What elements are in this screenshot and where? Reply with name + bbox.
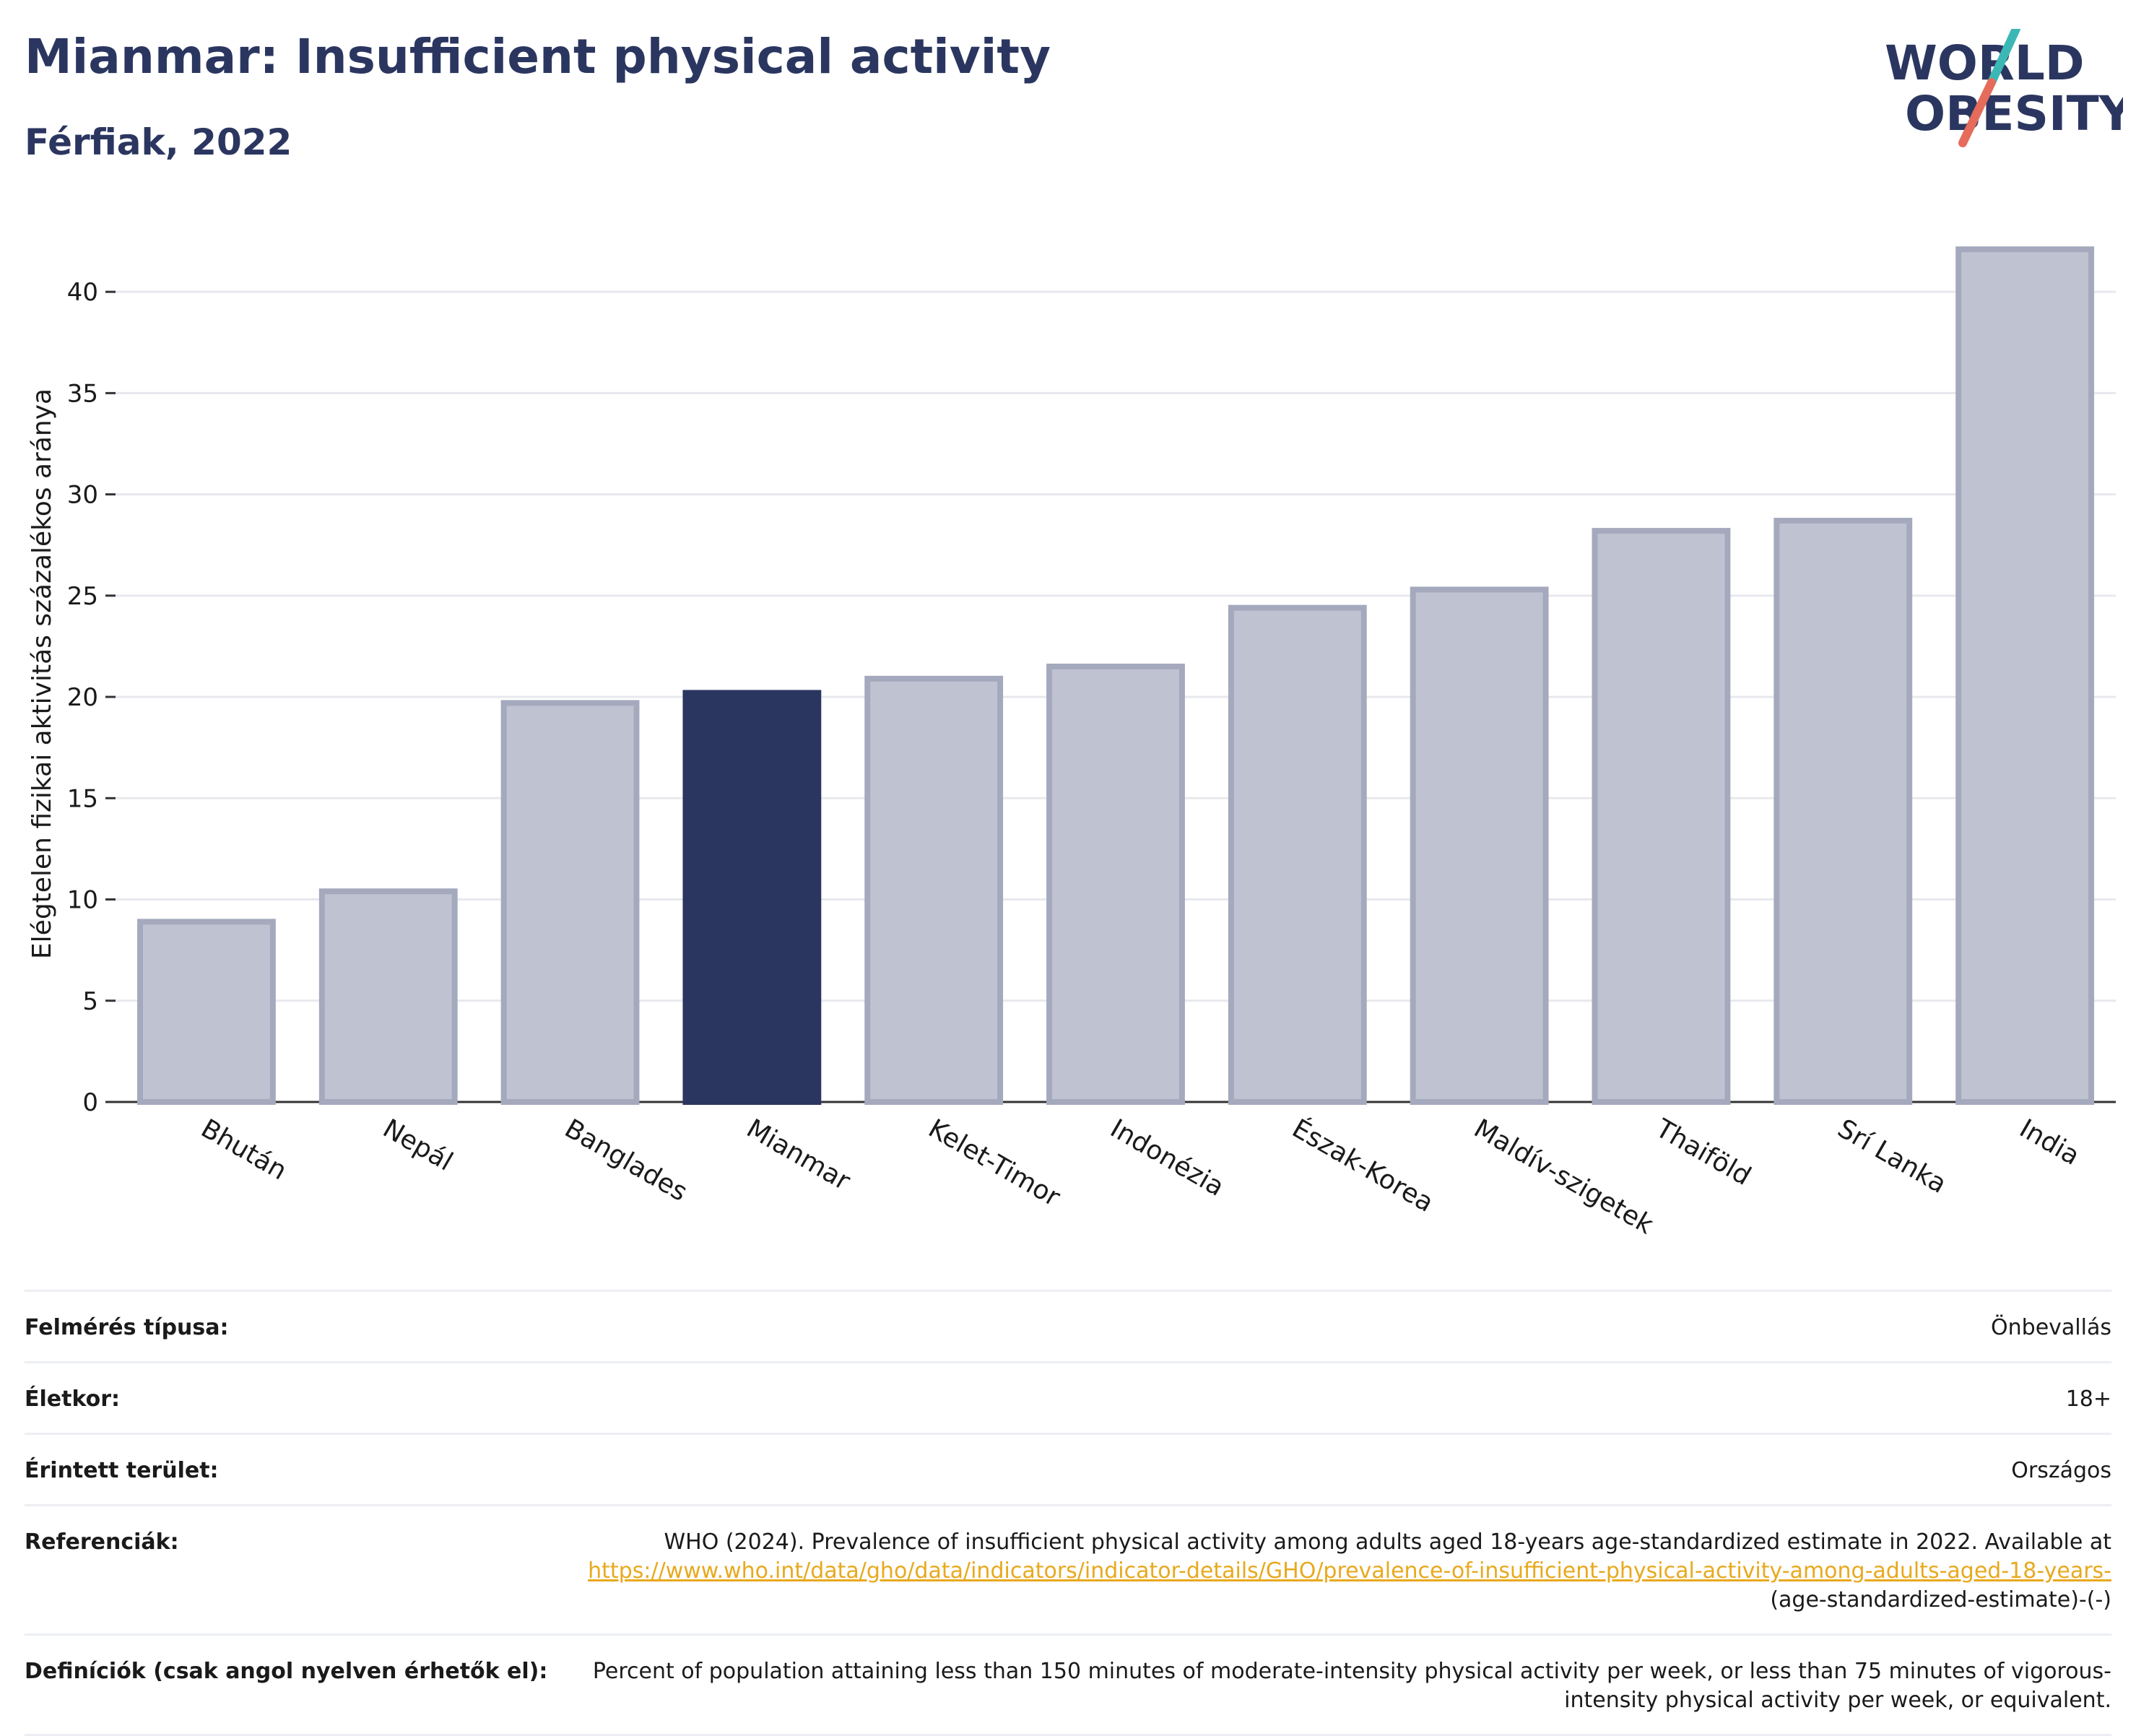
x-tick-label: Indonézia <box>1106 1114 1229 1202</box>
x-tick-label: Banglades <box>560 1114 693 1207</box>
meta-ref-label: Referenciák: <box>25 1529 179 1555</box>
meta-ref-link[interactable]: https://www.who.int/data/gho/data/indica… <box>588 1558 2111 1584</box>
chart-subtitle: Férfiak, 2022 <box>25 121 292 163</box>
logo-line-world: WORLD <box>1885 35 2085 91</box>
meta-row-survey: Felmérés típusa: Önbevallás <box>25 1290 2111 1361</box>
meta-ref-value: WHO (2024). Prevalence of insufficient p… <box>559 1528 2111 1615</box>
bar[interactable] <box>682 690 822 1105</box>
x-tick-label: India <box>2015 1114 2085 1171</box>
y-tick-labels: 0 5 10 15 20 25 30 35 40 <box>67 278 98 1117</box>
y-tick-label: 0 <box>82 1088 98 1117</box>
x-tick-label: Mianmar <box>742 1114 855 1197</box>
bar[interactable] <box>136 919 276 1105</box>
meta-survey-label: Felmérés típusa: <box>25 1315 229 1340</box>
y-tick-label: 5 <box>82 987 98 1016</box>
x-tick-label: Kelet-Timor <box>924 1114 1065 1212</box>
y-tick-label: 30 <box>67 481 98 510</box>
chart-title: Mianmar: Insufficient physical activity <box>25 29 1051 84</box>
y-tick-label: 20 <box>67 683 98 712</box>
meta-area-value: Országos <box>2011 1458 2111 1483</box>
bar[interactable] <box>500 700 640 1105</box>
logo-slash-teal <box>1987 29 2020 87</box>
y-tick-label: 15 <box>67 784 98 813</box>
y-tick-label: 40 <box>67 278 98 307</box>
bars <box>136 246 2095 1106</box>
meta-age-value: 18+ <box>2065 1386 2111 1412</box>
meta-age-label: Életkor: <box>25 1386 121 1412</box>
bar[interactable] <box>318 888 458 1105</box>
bar[interactable] <box>1410 586 1549 1105</box>
meta-def-label: Definíciók (csak angol nyelven érhetők e… <box>25 1659 548 1684</box>
world-obesity-logo: WORLD OBESITY <box>1885 29 2123 147</box>
bar[interactable] <box>1046 664 1185 1105</box>
x-tick-labels: Bhután Nepál Banglades Mianmar Kelet-Timor In… <box>196 1113 2084 1240</box>
meta-ref-text: WHO (2024). Prevalence of insufficient p… <box>664 1529 2111 1555</box>
y-tick-label: 25 <box>67 582 98 611</box>
y-tick-label: 10 <box>67 886 98 915</box>
bar[interactable] <box>1955 246 2095 1106</box>
meta-ref-suffix: (age-standardized-estimate)-(-) <box>1770 1587 2111 1613</box>
x-tick-label: Nepál <box>378 1114 458 1177</box>
meta-row-area: Érintett terület: Országos <box>25 1433 2111 1504</box>
x-tick-label: Bhután <box>196 1114 292 1186</box>
y-tick-label: 35 <box>67 379 98 408</box>
logo-line-obesity: OBESITY <box>1905 86 2123 142</box>
y-axis-label: Elégtelen fizikai aktivitás százalékos a… <box>27 389 57 959</box>
bar[interactable] <box>1228 604 1367 1105</box>
bar[interactable] <box>1774 518 1913 1105</box>
meta-survey-value: Önbevallás <box>1991 1315 2111 1340</box>
x-tick-label: Maldív-szigetek <box>1469 1114 1658 1240</box>
meta-def-value: Percent of population attaining less tha… <box>592 1659 2111 1713</box>
bar[interactable] <box>1592 528 1731 1105</box>
bar-chart: 0 5 10 15 20 25 30 35 40 Bhután Nepál Banglades Mia… <box>27 246 2116 1240</box>
x-tick-label: Észak-Korea <box>1287 1113 1438 1218</box>
meta-row-definitions: Definíciók (csak angol nyelven érhetők e… <box>25 1633 2111 1736</box>
x-tick-label: Srí Lanka <box>1833 1114 1952 1199</box>
meta-row-references: Referenciák: WHO (2024). Prevalence of i… <box>25 1504 2111 1633</box>
x-tick-label: Thaiföld <box>1650 1114 1755 1192</box>
meta-area-label: Érintett terület: <box>25 1458 219 1483</box>
meta-row-age: Életkor: 18+ <box>25 1361 2111 1433</box>
logo-slash-coral <box>1958 78 1996 147</box>
bar[interactable] <box>864 675 1004 1105</box>
metadata-table: Felmérés típusa: Önbevallás Életkor: 18+… <box>25 1290 2111 1736</box>
